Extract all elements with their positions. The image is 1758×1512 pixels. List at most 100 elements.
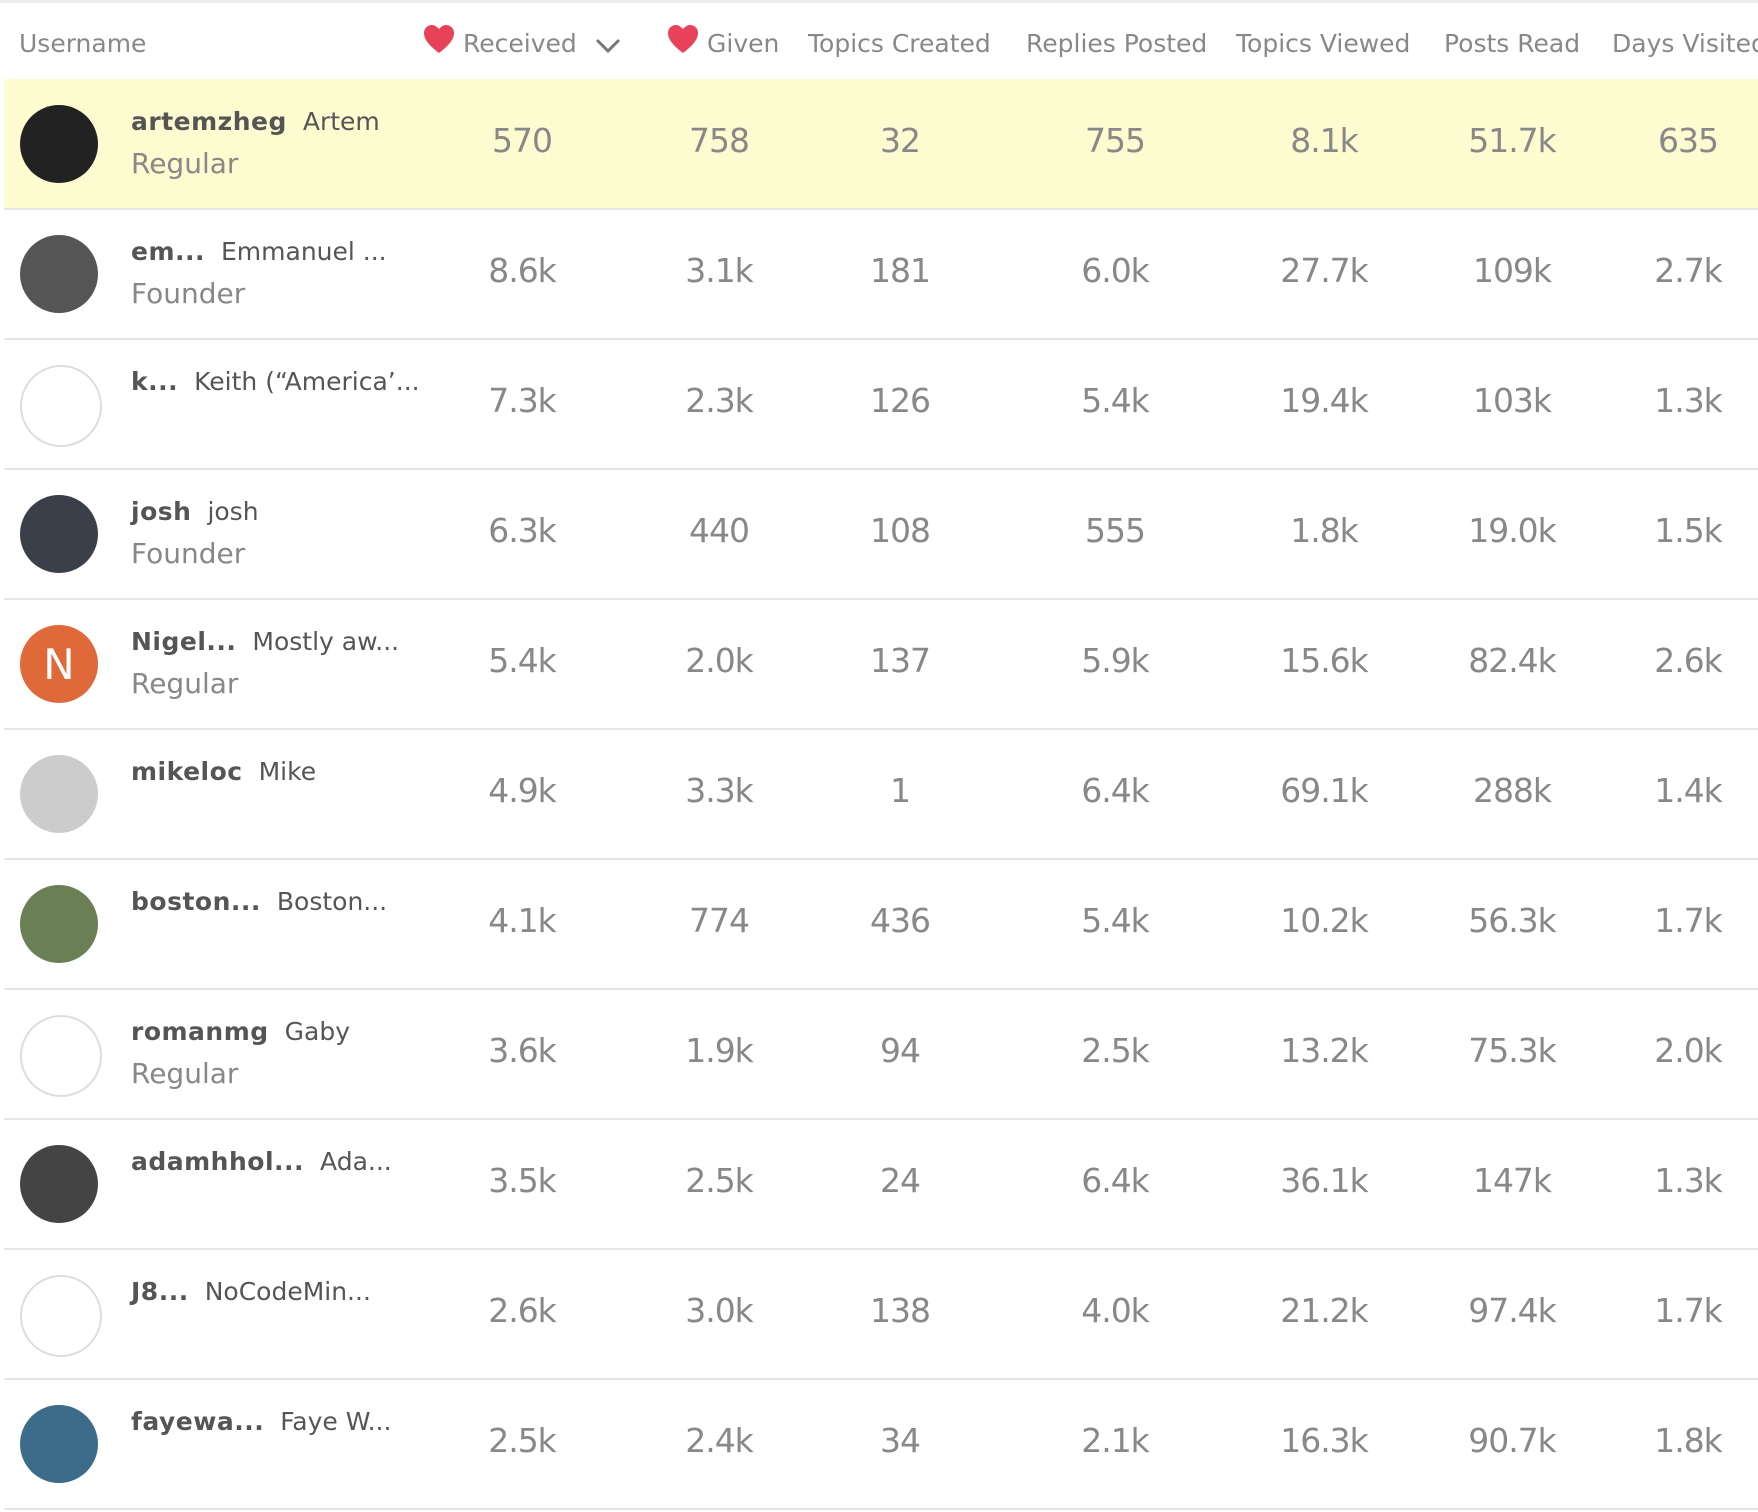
stat-value: 2.6k (1654, 641, 1723, 680)
stat-value: 288k (1472, 771, 1552, 810)
user-names: fayewa... Faye W... (131, 1407, 391, 1436)
stat-value: 94 (880, 1031, 921, 1070)
full-name: Artem (302, 107, 380, 136)
stat-value: 755 (1085, 121, 1146, 160)
stat-value: 2.1k (1081, 1421, 1150, 1460)
stat-value: 7.3k (488, 381, 557, 420)
stat-value: 1.3k (1654, 1161, 1723, 1200)
leaderboard-row[interactable]: romanmg Gaby Regular 3.6k 1.9k 94 2.5k 13.2k 75.… (4, 989, 1758, 1120)
user-title: Founder (131, 277, 246, 310)
column-header[interactable]: Topics Viewed (1236, 29, 1411, 58)
full-name: josh (207, 497, 259, 526)
user-title: Regular (131, 147, 239, 180)
username[interactable]: fayewa... (131, 1407, 265, 1436)
stat-value: 1.3k (1654, 381, 1723, 420)
column-header[interactable]: Replies Posted (1026, 29, 1208, 58)
stat-value: 4.0k (1081, 1291, 1150, 1330)
stat-value: 555 (1085, 511, 1146, 550)
stat-value: 570 (492, 121, 553, 160)
stat-value: 147k (1472, 1161, 1552, 1200)
stat-value: 8.1k (1290, 121, 1359, 160)
stat-value: 19.4k (1280, 381, 1369, 420)
stat-value: 3.1k (685, 251, 754, 290)
leaderboard-row[interactable]: boston... Boston... 4.1k 774 436 5.4k 10.2k 56.… (4, 859, 1758, 990)
username[interactable]: Nigel... (131, 627, 237, 656)
stat-value: 6.3k (488, 511, 557, 550)
leaderboard-row[interactable]: em... Emmanuel ... Founder 8.6k 3.1k 181 6.0k 2… (4, 209, 1758, 340)
avatar (20, 1015, 102, 1097)
leaderboard-row[interactable]: artemzheg Artem Regular 570 758 32 755 8.1k 51.7… (4, 79, 1758, 210)
stat-value: 75.3k (1468, 1031, 1557, 1070)
user-names: Nigel... Mostly aw... (131, 627, 399, 656)
stat-value: 2.7k (1654, 251, 1723, 290)
full-name: Boston... (276, 887, 388, 916)
full-name: Mike (258, 757, 317, 786)
username[interactable]: em... (131, 237, 205, 266)
stat-value: 32 (880, 121, 921, 160)
column-header[interactable]: Days Visited (1612, 29, 1758, 58)
full-name: Gaby (284, 1017, 351, 1046)
stat-value: 635 (1658, 121, 1719, 160)
stat-value: 19.0k (1468, 511, 1557, 550)
stat-value: 138 (870, 1291, 931, 1330)
stat-value: 8.6k (488, 251, 557, 290)
stat-value: 2.0k (685, 641, 754, 680)
username[interactable]: artemzheg (131, 107, 287, 136)
stat-value: 1.7k (1654, 901, 1723, 940)
stat-value: 3.6k (488, 1031, 557, 1070)
stat-value: 3.3k (685, 771, 754, 810)
username[interactable]: J8... (131, 1277, 189, 1306)
avatar (20, 105, 98, 183)
username[interactable]: boston... (131, 887, 261, 916)
user-names: k... Keith (“America’... (131, 367, 420, 396)
stat-value: 16.3k (1280, 1421, 1369, 1460)
full-name: Emmanuel ... (221, 237, 387, 266)
username[interactable]: josh (131, 497, 192, 526)
user-title: Regular (131, 667, 239, 700)
avatar (20, 495, 98, 573)
user-names: romanmg Gaby (131, 1017, 350, 1046)
avatar (20, 235, 98, 313)
column-header[interactable]: Given (707, 29, 780, 58)
username[interactable]: mikeloc (131, 757, 243, 786)
stat-value: 5.4k (1081, 901, 1150, 940)
user-names: boston... Boston... (131, 887, 387, 916)
sort-chevron[interactable] (594, 37, 622, 57)
column-header[interactable]: Topics Created (808, 29, 991, 58)
user-title: Founder (131, 537, 246, 570)
column-header[interactable]: Posts Read (1444, 29, 1581, 58)
stat-value: 69.1k (1280, 771, 1369, 810)
column-header[interactable]: Received (463, 29, 577, 58)
full-name: NoCodeMin... (204, 1277, 371, 1306)
leaderboard-row[interactable]: adamhhol... Ada... 3.5k 2.5k 24 6.4k 36.1k 147k… (4, 1119, 1758, 1250)
stat-value: 27.7k (1280, 251, 1369, 290)
leaderboard-row[interactable]: mikeloc Mike 4.9k 3.3k 1 6.4k 69.1k 288k 1.4k (4, 729, 1758, 860)
stat-value: 36.1k (1280, 1161, 1369, 1200)
stat-value: 758 (689, 121, 750, 160)
user-names: em... Emmanuel ... (131, 237, 387, 266)
username[interactable]: adamhhol... (131, 1147, 305, 1176)
leaderboard-row[interactable]: N Nigel... Mostly aw... Regular 5.4k 2.0k 137 5… (4, 599, 1758, 730)
leaderboard-row[interactable]: fayewa... Faye W... 2.5k 2.4k 34 2.1k 16.3k 90.… (4, 1379, 1758, 1510)
stat-value: 3.5k (488, 1161, 557, 1200)
stat-value: 2.5k (488, 1421, 557, 1460)
user-names: josh josh (131, 497, 259, 526)
leaderboard-row[interactable]: J8... NoCodeMin... 2.6k 3.0k 138 4.0k 21.2k 97.… (4, 1249, 1758, 1380)
leaderboard-row[interactable]: k... Keith (“America’... 7.3k 2.3k 126 5.4k 19… (4, 339, 1758, 470)
full-name: Faye W... (280, 1407, 392, 1436)
stat-value: 126 (870, 381, 931, 420)
username[interactable]: k... (131, 367, 179, 396)
stat-value: 4.9k (488, 771, 557, 810)
username[interactable]: romanmg (131, 1017, 269, 1046)
stat-value: 108 (870, 511, 931, 550)
stat-value: 2.6k (488, 1291, 557, 1330)
stat-value: 1.9k (685, 1031, 754, 1070)
avatar (20, 1145, 98, 1223)
full-name: Ada... (320, 1147, 392, 1176)
stat-value: 2.5k (685, 1161, 754, 1200)
leaderboard-row[interactable]: josh josh Founder 6.3k 440 108 555 1.8k 19.0k 1.5… (4, 469, 1758, 600)
stat-value: 97.4k (1468, 1291, 1557, 1330)
stat-value: 181 (870, 251, 931, 290)
stat-value: 6.4k (1081, 771, 1150, 810)
heart-icon (668, 25, 698, 53)
